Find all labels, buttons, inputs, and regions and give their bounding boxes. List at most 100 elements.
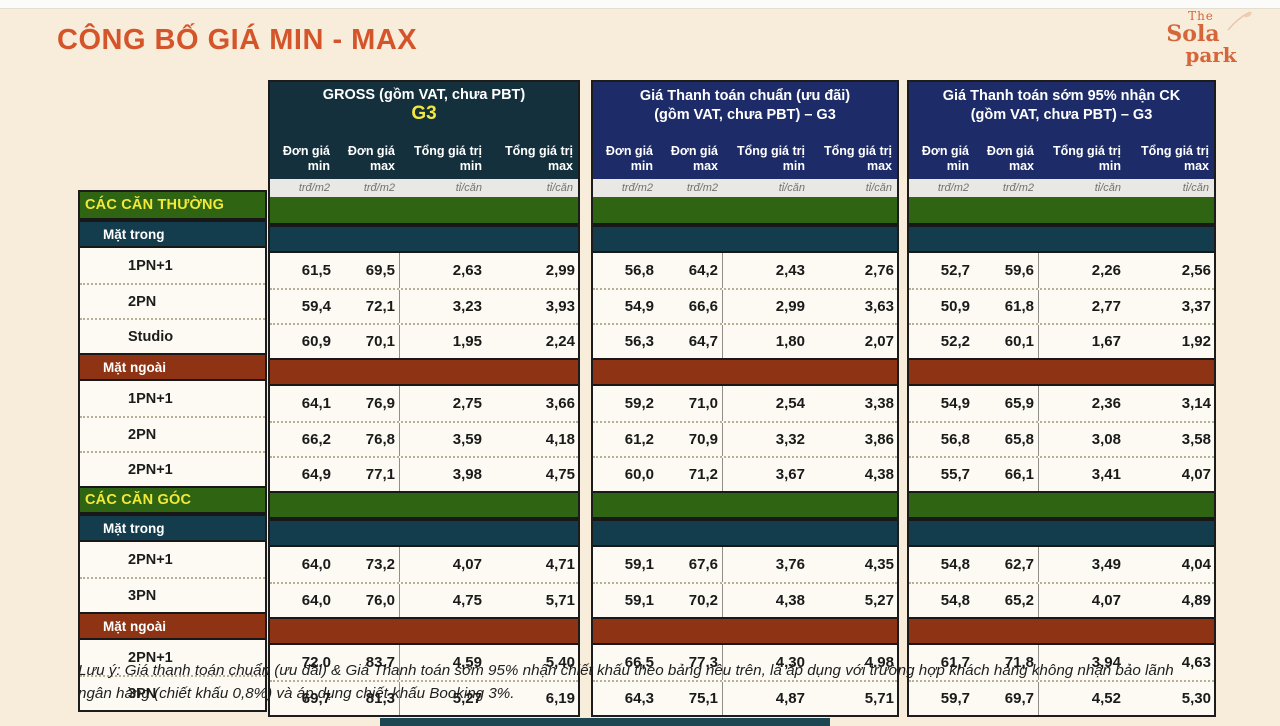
- price-value: 55,7: [940, 466, 970, 483]
- group-header-gross: GROSS (gồm VAT, chưa PBT) G3 Đơn giá min Đ…: [270, 82, 578, 179]
- row-label: Studio: [80, 318, 265, 353]
- price-value: 59,6: [974, 253, 1039, 288]
- column-header: Đơn giá max: [670, 144, 718, 173]
- price-value: 69,5: [335, 253, 400, 288]
- price-value: 3,41: [1091, 466, 1121, 483]
- data-row: 59,2 71,0 2,54 3,38: [593, 386, 897, 421]
- group-subtitle: (gồm VAT, chưa PBT) – G3: [654, 106, 836, 123]
- price-value: 4,75: [545, 466, 575, 483]
- price-value: 70,1: [335, 325, 400, 358]
- price-value: 5,71: [864, 690, 894, 707]
- unit-label: tỉ/căn: [1182, 182, 1209, 194]
- row-label: 2PN+1: [80, 542, 265, 577]
- price-value: 54,9: [940, 395, 970, 412]
- section-band: [270, 197, 578, 225]
- price-value: 61,5: [301, 262, 331, 279]
- data-row: 59,4 72,1 3,23 3,93: [270, 288, 578, 323]
- data-row: 61,7 71,8 3,94 4,63: [909, 645, 1214, 680]
- group-title: Giá Thanh toán chuẩn (ưu đãi): [639, 87, 851, 104]
- price-table-early-payment: Giá Thanh toán sớm 95% nhận CK (gồm VAT,…: [907, 80, 1216, 717]
- price-value: 2,07: [864, 333, 894, 350]
- price-value: 65,2: [974, 584, 1039, 617]
- price-value: 4,71: [545, 556, 575, 573]
- unit-label: tỉ/căn: [865, 182, 892, 194]
- price-value: 61,7: [940, 654, 970, 671]
- price-value: 3,38: [864, 395, 894, 412]
- price-table-gross: GROSS (gồm VAT, chưa PBT) G3 Đơn giá min Đ…: [268, 80, 580, 717]
- face-header: Mặt ngoài: [80, 353, 265, 381]
- row-label: 2PN: [80, 283, 265, 318]
- page-title: CÔNG BỐ GIÁ MIN - MAX: [57, 24, 418, 56]
- price-value: 4,75: [452, 592, 482, 609]
- price-value: 77,1: [335, 458, 400, 491]
- row-label: 2PN: [80, 416, 265, 451]
- price-value: 50,9: [940, 298, 970, 315]
- price-value: 3,58: [1181, 431, 1211, 448]
- data-row: 52,7 59,6 2,26 2,56: [909, 253, 1214, 288]
- price-value: 2,56: [1181, 262, 1211, 279]
- data-row: 66,2 76,8 3,59 4,18: [270, 421, 578, 456]
- data-row: 61,5 69,5 2,63 2,99: [270, 253, 578, 288]
- price-value: 3,37: [1181, 298, 1211, 315]
- price-value: 59,1: [624, 592, 654, 609]
- data-row: 56,3 64,7 1,80 2,07: [593, 323, 897, 358]
- top-strip: [0, 0, 1280, 9]
- group-subtitle: (gồm VAT, chưa PBT) – G3: [970, 106, 1153, 123]
- price-value: 3,23: [452, 298, 482, 315]
- price-value: 2,75: [452, 395, 482, 412]
- data-row: 61,2 70,9 3,32 3,86: [593, 421, 897, 456]
- price-value: 2,99: [545, 262, 575, 279]
- data-row: 56,8 65,8 3,08 3,58: [909, 421, 1214, 456]
- price-value: 4,59: [452, 654, 482, 671]
- price-value: 71,0: [658, 386, 723, 421]
- price-value: 64,9: [301, 466, 331, 483]
- unit-label: tỉ/căn: [455, 182, 482, 194]
- price-value: 3,32: [775, 431, 805, 448]
- price-value: 5,30: [1181, 690, 1211, 707]
- section-band: [593, 197, 897, 225]
- column-header: Đơn giá max: [986, 144, 1034, 173]
- face-band: [593, 617, 897, 645]
- price-value: 3,49: [1091, 556, 1121, 573]
- face-header: Mặt trong: [80, 220, 265, 248]
- price-value: 3,94: [1091, 654, 1121, 671]
- price-value: 59,7: [940, 690, 970, 707]
- face-band: [909, 617, 1214, 645]
- price-table-standard-payment: Giá Thanh toán chuẩn (ưu đãi) (gồm VAT, …: [591, 80, 899, 717]
- price-value: 65,8: [974, 423, 1039, 456]
- price-value: 4,35: [864, 556, 894, 573]
- column-header: Đơn giá min: [605, 144, 653, 173]
- price-value: 77,3: [658, 645, 723, 680]
- data-row: 59,1 67,6 3,76 4,35: [593, 547, 897, 582]
- price-value: 4,18: [545, 431, 575, 448]
- data-row: 54,9 65,9 2,36 3,14: [909, 386, 1214, 421]
- column-header: Tổng giá trị min: [413, 144, 482, 173]
- column-headers-row: Đơn giá min Đơn giá max Tổng giá trị min Tổng …: [909, 129, 1214, 179]
- price-value: 66,6: [658, 290, 723, 323]
- price-value: 4,30: [775, 654, 805, 671]
- unit-label: tỉ/căn: [1094, 182, 1121, 194]
- data-row: 60,0 71,2 3,67 4,38: [593, 456, 897, 491]
- price-value: 71,2: [658, 458, 723, 491]
- price-value: 2,76: [864, 262, 894, 279]
- price-value: 4,52: [1091, 690, 1121, 707]
- data-row: 64,0 76,0 4,75 5,71: [270, 582, 578, 617]
- price-value: 64,0: [301, 556, 331, 573]
- price-value: 5,71: [545, 592, 575, 609]
- row-label: 3PN: [80, 577, 265, 612]
- face-band: [909, 358, 1214, 386]
- row-labels-table: CÁC CĂN THƯỜNG Mặt trong 1PN+1 2PN Studio Mặt…: [78, 190, 267, 712]
- price-value: 6,19: [545, 690, 575, 707]
- group-header-standard: Giá Thanh toán chuẩn (ưu đãi) (gồm VAT, …: [593, 82, 897, 179]
- price-value: 4,07: [1181, 466, 1211, 483]
- price-value: 1,67: [1091, 333, 1121, 350]
- data-row: 54,8 62,7 3,49 4,04: [909, 547, 1214, 582]
- data-row: 54,9 66,6 2,99 3,63: [593, 288, 897, 323]
- price-value: 59,2: [624, 395, 654, 412]
- footer-note: Lưu ý: Giá thanh toán chuẩn (ưu đãi) & G…: [78, 662, 1174, 702]
- price-value: 3,86: [864, 431, 894, 448]
- bottom-bar: [380, 718, 830, 726]
- unit-label: trđ/m2: [363, 182, 395, 194]
- section-band: [593, 491, 897, 519]
